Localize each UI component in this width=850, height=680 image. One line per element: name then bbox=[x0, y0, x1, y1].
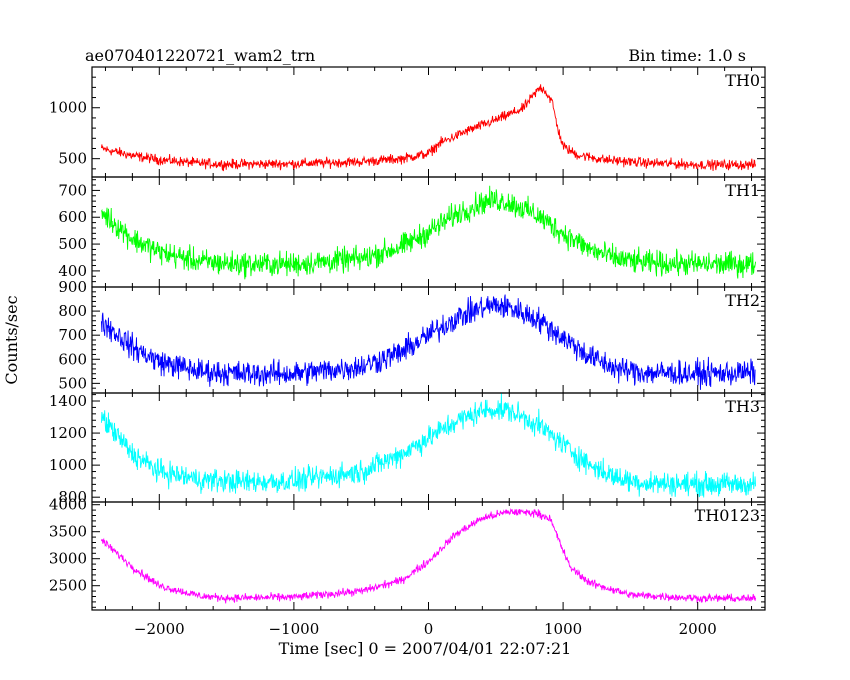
series-th0123 bbox=[100, 508, 757, 604]
y-tick-label: 500 bbox=[58, 235, 87, 253]
panel-label-th0: TH0 bbox=[725, 71, 760, 90]
y-tick-label: 700 bbox=[58, 326, 87, 344]
y-tick-label: 800 bbox=[58, 302, 87, 320]
series-th0 bbox=[100, 84, 757, 172]
panel-label-th3: TH3 bbox=[725, 397, 760, 416]
y-tick-label: 2500 bbox=[49, 577, 87, 595]
series-th1 bbox=[101, 185, 757, 280]
bin-time-label: Bin time: 1.0 s bbox=[628, 46, 746, 65]
y-tick-label: 600 bbox=[58, 208, 87, 226]
y-tick-label: 1000 bbox=[49, 456, 87, 474]
panels-group: TH0 500 1000 TH1 400 500 600 700 TH2 500 600 700 800… bbox=[49, 66, 766, 638]
y-tick-label: 700 bbox=[58, 181, 87, 199]
chart-title: ae070401220721_wam2_trn bbox=[85, 46, 315, 65]
y-tick-label: 500 bbox=[58, 150, 87, 168]
y-tick-label: 1200 bbox=[49, 424, 87, 442]
y-tick-label: 500 bbox=[58, 374, 87, 392]
x-tick-label: 2000 bbox=[679, 620, 717, 638]
y-tick-label: 900 bbox=[58, 278, 87, 296]
series-th2 bbox=[100, 294, 756, 390]
panel-label-th1: TH1 bbox=[725, 181, 760, 200]
y-tick-label: 4000 bbox=[49, 496, 87, 514]
y-tick-label: 600 bbox=[58, 350, 87, 368]
series-th3 bbox=[100, 393, 757, 498]
x-tick-label: −2000 bbox=[134, 620, 185, 638]
y-tick-label: 1000 bbox=[49, 99, 87, 117]
panel-label-th2: TH2 bbox=[725, 291, 760, 310]
x-tick-label: −1000 bbox=[269, 620, 320, 638]
y-tick-label: 3500 bbox=[49, 523, 87, 541]
x-axis-label: Time [sec] 0 = 2007/04/01 22:07:21 bbox=[279, 639, 572, 658]
y-tick-label: 800 bbox=[58, 488, 87, 506]
y-tick-label: 1400 bbox=[49, 392, 87, 410]
y-axis-label: Counts/sec bbox=[2, 295, 21, 384]
panel-label-th0123: TH0123 bbox=[695, 506, 760, 525]
x-tick-label: 1000 bbox=[544, 620, 582, 638]
x-tick-label: 0 bbox=[424, 620, 434, 638]
y-tick-label: 3000 bbox=[49, 550, 87, 568]
y-tick-label: 400 bbox=[58, 262, 87, 280]
